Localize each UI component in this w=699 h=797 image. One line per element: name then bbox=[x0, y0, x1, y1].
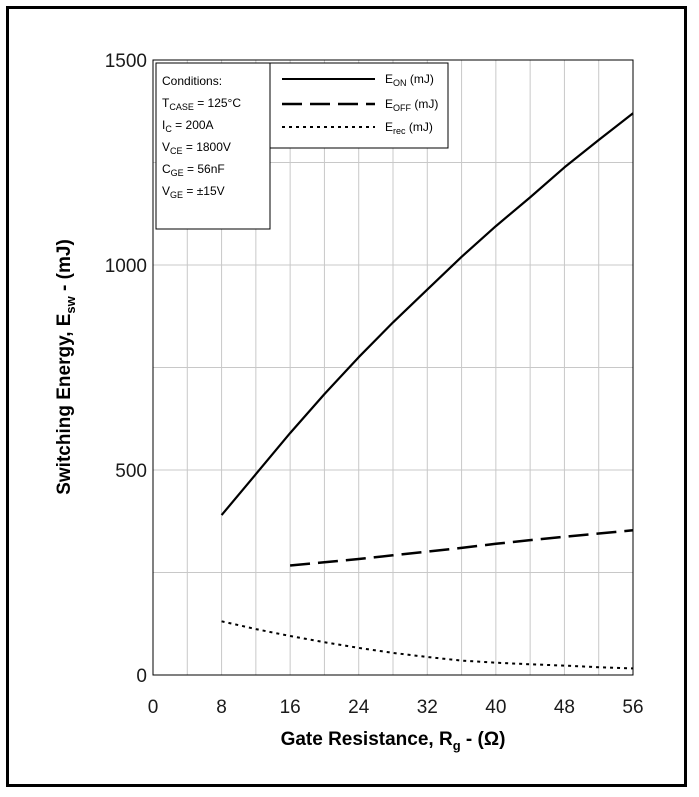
condition-line: VGE = ±15V bbox=[162, 184, 225, 200]
x-tick-label: 40 bbox=[485, 697, 506, 718]
series-layer bbox=[220, 112, 634, 670]
legend: EON (mJ) EOFF (mJ) Erec (mJ) bbox=[269, 62, 449, 149]
condition-line: TCASE = 125°C bbox=[162, 96, 241, 112]
y-tick-label: 1500 bbox=[105, 51, 147, 72]
x-tick-label: 16 bbox=[280, 697, 301, 718]
x-tick-label: 24 bbox=[348, 697, 370, 718]
x-axis-title: Gate Resistance, Rg - (Ω) bbox=[281, 729, 506, 753]
tick-labels: 0 8 16 24 32 40 48 56 0 500 1000 1500 bbox=[105, 51, 644, 718]
x-tick-label: 0 bbox=[148, 697, 159, 718]
condition-line: IC = 200A bbox=[162, 118, 214, 134]
x-tick-label: 56 bbox=[622, 697, 643, 718]
x-tick-label: 32 bbox=[417, 697, 438, 718]
conditions-box: Conditions: TCASE = 125°C IC = 200A VCE = … bbox=[155, 62, 271, 230]
series-eon-line bbox=[220, 112, 634, 516]
x-tick-label: 8 bbox=[216, 697, 227, 718]
series-eoff-line bbox=[289, 529, 634, 567]
conditions-title: Conditions: bbox=[162, 74, 222, 88]
grid bbox=[153, 60, 633, 675]
series-erec-line bbox=[221, 620, 634, 670]
condition-line: VCE = 1800V bbox=[162, 140, 231, 156]
legend-label: EOFF (mJ) bbox=[385, 97, 438, 113]
plot-area bbox=[152, 59, 634, 676]
x-tick-label: 48 bbox=[554, 697, 575, 718]
legend-label: EON (mJ) bbox=[385, 72, 434, 88]
legend-label: Erec (mJ) bbox=[385, 120, 433, 136]
y-tick-label: 500 bbox=[115, 461, 147, 482]
chart-frame bbox=[6, 6, 687, 787]
y-tick-label: 1000 bbox=[105, 256, 147, 277]
y-tick-label: 0 bbox=[136, 666, 147, 687]
condition-line: CGE = 56nF bbox=[162, 162, 225, 178]
y-axis-title: Switching Energy, Esw - (mJ) bbox=[54, 239, 78, 495]
